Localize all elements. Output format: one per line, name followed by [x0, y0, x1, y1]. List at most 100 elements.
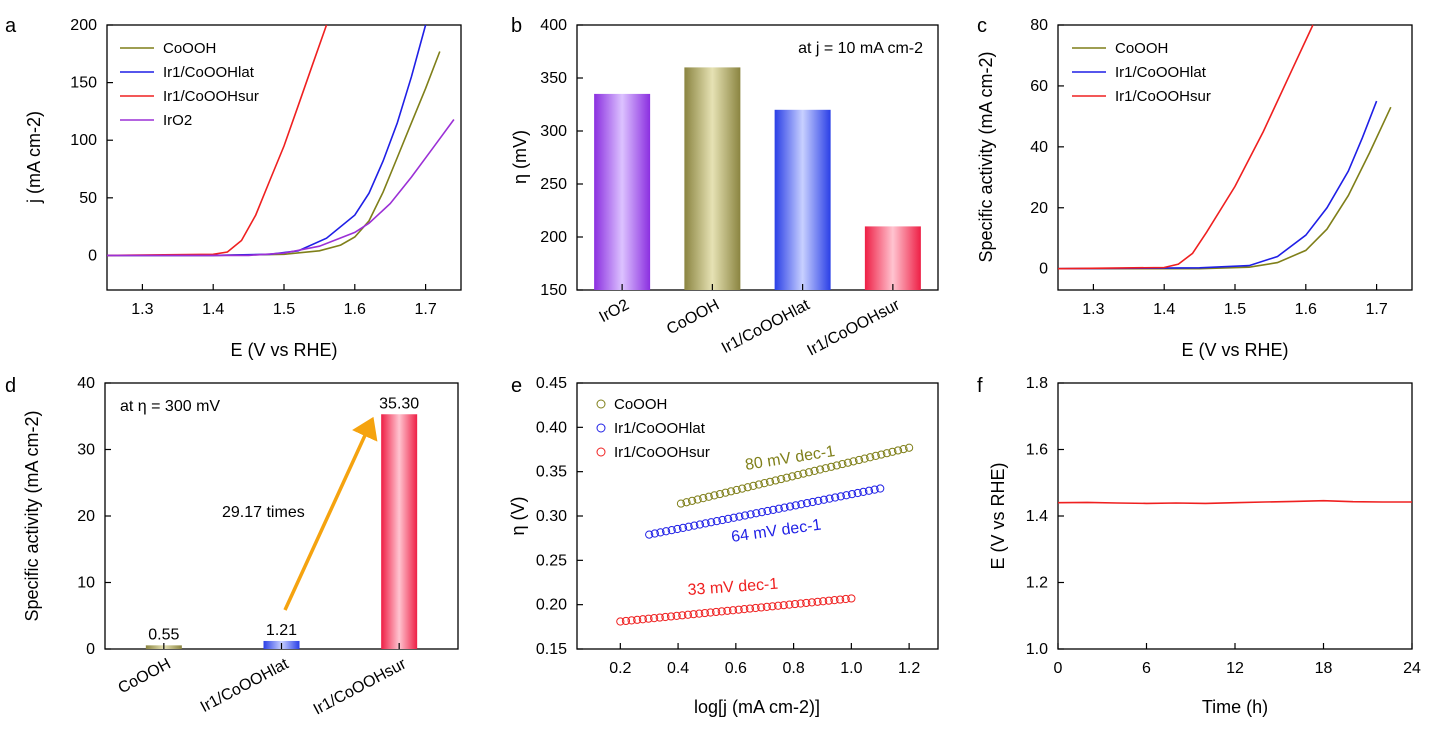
- legend-a-item-0: CoOOH: [163, 40, 216, 57]
- panel-b-ylabel: η (mV): [510, 130, 530, 184]
- panel-e-point-s0: [687, 496, 697, 505]
- panel-f-ylabel: E (V vs RHE): [988, 462, 1008, 569]
- legend-c: CoOOH Ir1/CoOOHlat Ir1/CoOOHsur: [1115, 40, 1211, 105]
- y-tick-label: 0: [1039, 261, 1048, 278]
- panel-e-legend-marker-1: [596, 423, 606, 433]
- panel-e-point-s0: [827, 462, 836, 471]
- y-tick-label: 20: [77, 508, 95, 525]
- chart-marks: 1.3 1.4 1.5 1.6 1.70501001502001502002503003…: [70, 17, 1421, 719]
- panel-e-point-s0: [771, 476, 780, 485]
- panel-c-ylabel: Specific activity (mA cm-2): [976, 51, 996, 262]
- panel-f-frame: [1057, 382, 1413, 650]
- panel-b-bar-3: [864, 226, 921, 290]
- panel-e-point-s2: [790, 599, 800, 609]
- panel-e-point-s0: [760, 479, 769, 488]
- panel-e-point-s0: [726, 487, 736, 496]
- panel-e-point-s1: [853, 488, 862, 498]
- x-tick-label: 1.5: [1224, 301, 1246, 318]
- panel-e-point-s0: [821, 464, 830, 473]
- x-tick-label: 1.3: [131, 301, 153, 318]
- y-tick-label: 0.45: [536, 375, 567, 392]
- panel-e-point-s1: [864, 486, 874, 495]
- panel-e-point-s2: [824, 596, 833, 605]
- panel-e-point-s1: [819, 495, 828, 504]
- y-tick-label: 1.2: [1026, 575, 1048, 592]
- y-tick-label: 40: [77, 375, 95, 392]
- panel-d-category-label: Ir1/CoOOHsur: [311, 655, 410, 718]
- panel-e-point-s2: [638, 615, 647, 624]
- panel-e-point-s1: [791, 501, 800, 510]
- panel-e-point-s0: [899, 444, 908, 454]
- legend-a-item-2: Ir1/CoOOHsur: [163, 88, 259, 105]
- panel-e-point-s2: [751, 603, 760, 613]
- panel-e-point-s0: [843, 458, 853, 467]
- panel-b-category-label: CoOOH: [664, 297, 722, 339]
- panel-c-xlabel: E (V vs RHE): [1181, 340, 1288, 360]
- panel-e-point-s0: [699, 494, 708, 503]
- panel-e-point-s2: [785, 600, 794, 609]
- panel-d-annotation: at η = 300 mV: [120, 398, 220, 415]
- legend-e: CoOOH Ir1/CoOOHlat Ir1/CoOOHsur: [614, 396, 710, 461]
- panel-d-bar-2: [381, 414, 418, 649]
- panel-e-point-s1: [757, 508, 767, 517]
- panel-e-point-s0: [749, 481, 758, 490]
- y-tick-label: 30: [77, 442, 95, 459]
- x-tick-label: 0.8: [782, 660, 804, 677]
- panel-e-point-s0: [860, 454, 869, 463]
- panel-e-point-s1: [836, 492, 845, 501]
- panel-e-point-s0: [871, 451, 880, 461]
- panel-e-point-s0: [866, 453, 875, 462]
- y-tick-label: 0.20: [536, 597, 567, 614]
- panel-d-arrow-label: 29.17 times: [222, 504, 305, 521]
- y-tick-label: 250: [540, 176, 567, 193]
- panel-e-point-s0: [743, 483, 752, 492]
- panel-label-d: d: [5, 375, 16, 397]
- y-tick-label: 100: [70, 132, 97, 149]
- y-tick-label: 200: [540, 229, 567, 246]
- panel-a-series-3: [107, 119, 455, 257]
- panel-e-point-s2: [672, 611, 681, 620]
- panel-e-point-s0: [832, 461, 841, 470]
- panel-d-value-label: 0.55: [148, 626, 179, 643]
- x-tick-label: 12: [1226, 660, 1244, 677]
- panel-e-point-s2: [712, 607, 721, 617]
- panel-e-point-s1: [876, 484, 885, 493]
- panel-e-point-s2: [819, 597, 828, 606]
- panel-e-point-s0: [854, 455, 864, 465]
- panel-e-point-s0: [804, 468, 814, 477]
- panel-d-ylabel: Specific activity (mA cm-2): [22, 410, 42, 621]
- panel-b-bar-1: [684, 67, 741, 291]
- panel-a-ylabel: j (mA cm-2): [24, 111, 44, 204]
- x-tick-label: 1.7: [1365, 301, 1387, 318]
- panel-e-point-s1: [774, 504, 783, 513]
- panel-e-point-s1: [746, 510, 755, 519]
- panel-e-point-s2: [627, 616, 636, 625]
- panel-b-category-label: Ir1/CoOOHlat: [719, 296, 813, 357]
- x-tick-label: 1.4: [1153, 301, 1175, 318]
- panel-e-point-s1: [808, 497, 817, 507]
- x-tick-label: 24: [1403, 660, 1421, 677]
- panel-b-frame: [576, 24, 939, 291]
- panel-e-point-s0: [793, 470, 802, 480]
- panel-e-point-s1: [684, 522, 693, 531]
- x-tick-label: 18: [1315, 660, 1333, 677]
- legend-c-item-2: Ir1/CoOOHsur: [1115, 88, 1211, 105]
- y-tick-label: 0.15: [536, 641, 567, 658]
- x-tick-label: 1.5: [273, 301, 295, 318]
- panel-e-point-s1: [740, 511, 750, 520]
- panel-label-f: f: [977, 375, 983, 397]
- x-tick-label: 1.4: [202, 301, 224, 318]
- panel-e-point-s1: [645, 530, 654, 539]
- x-tick-label: 1.7: [414, 301, 436, 318]
- panel-e-point-s2: [678, 611, 687, 620]
- panel-e-point-s1: [859, 487, 868, 496]
- panel-c-series-0: [1058, 106, 1392, 270]
- y-tick-label: 0.25: [536, 552, 567, 569]
- panel-e-legend-marker-2: [596, 447, 606, 457]
- x-tick-label: 1.6: [344, 301, 366, 318]
- legend-e-item-2: Ir1/CoOOHsur: [614, 444, 710, 461]
- x-tick-label: 6: [1142, 660, 1151, 677]
- panel-e-point-s0: [738, 484, 747, 493]
- panel-f-series-0: [1057, 499, 1412, 505]
